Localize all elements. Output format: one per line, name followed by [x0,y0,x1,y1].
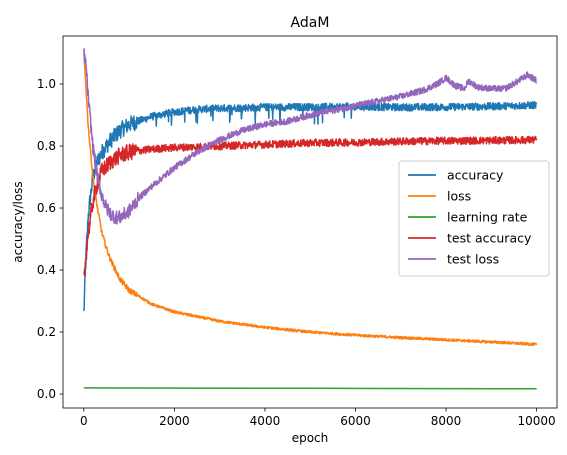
y-axis-label: accuracy/loss [11,181,25,262]
y-tick-label: 0.2 [37,325,56,339]
series-line-loss [83,52,538,347]
legend-box [398,160,550,277]
legend-label: accuracy [447,168,504,183]
y-tick-label: 1.0 [37,77,56,91]
legend-label: loss [447,189,471,204]
x-tick-label: 6000 [340,414,371,428]
series-line-accuracy [83,100,538,311]
x-tick-label: 2000 [159,414,190,428]
x-axis-label: epoch [292,431,329,445]
series-lines [83,48,538,390]
y-tick-label: 0.4 [37,263,56,277]
y-tick-label: 0.8 [37,139,56,153]
legend-label: test loss [447,252,499,267]
chart-title: AdaM [291,15,330,31]
series-line-test-loss [83,48,538,225]
legend-label: learning rate [447,210,528,225]
y-tick-label: 0.0 [37,387,56,401]
x-tick-label: 0 [80,414,88,428]
series-line-test-accuracy [83,135,538,277]
plot-area: 0 2000 4000 6000 8000 10000 0.0 0.2 0.4 0.6 0.8 1.0 [37,35,558,428]
x-tick-label: 4000 [250,414,281,428]
legend: accuracy loss learning rate test accuracy te… [398,160,550,277]
x-tick-label: 8000 [431,414,462,428]
x-tick-label: 10000 [518,414,556,428]
axes-frame [62,35,558,409]
legend-label: test accuracy [447,231,532,246]
y-tick-label: 0.6 [37,201,56,215]
series-line-learning-rate [83,387,537,390]
